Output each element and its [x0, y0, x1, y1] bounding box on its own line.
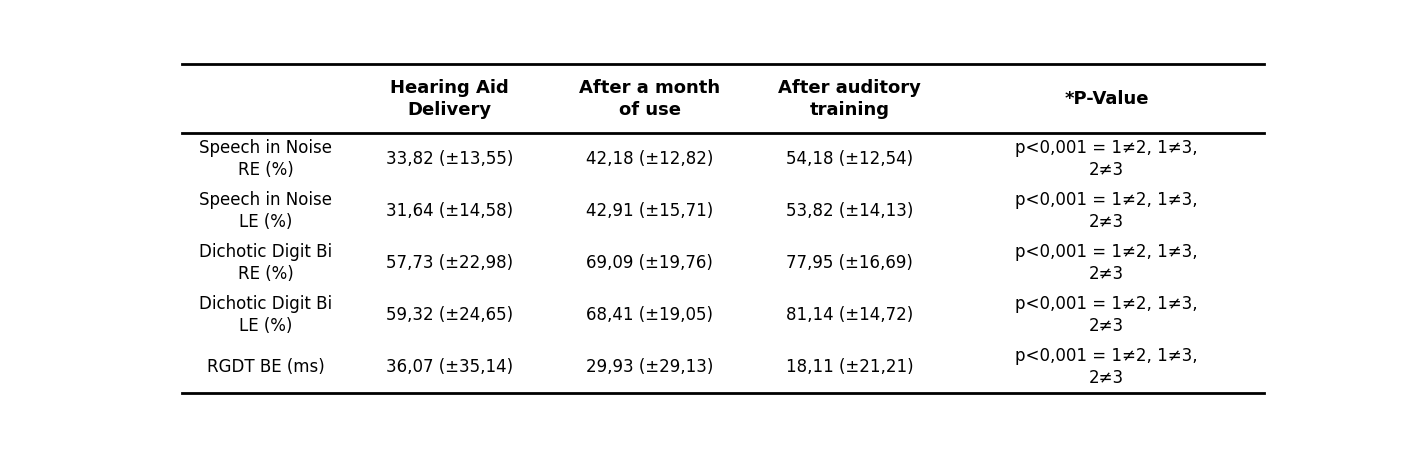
Text: 31,64 (±14,58): 31,64 (±14,58): [386, 202, 513, 220]
Text: 53,82 (±14,13): 53,82 (±14,13): [785, 202, 914, 220]
Text: 33,82 (±13,55): 33,82 (±13,55): [386, 150, 513, 168]
Text: p<0,001 = 1≠2, 1≠3,
2≠3: p<0,001 = 1≠2, 1≠3, 2≠3: [1015, 139, 1198, 180]
Text: Hearing Aid
Delivery: Hearing Aid Delivery: [391, 79, 509, 119]
Text: After auditory
training: After auditory training: [778, 79, 921, 119]
Text: 68,41 (±19,05): 68,41 (±19,05): [587, 306, 713, 324]
Text: RGDT BE (ms): RGDT BE (ms): [207, 358, 324, 376]
Text: *P-Value: *P-Value: [1065, 90, 1149, 108]
Text: p<0,001 = 1≠2, 1≠3,
2≠3: p<0,001 = 1≠2, 1≠3, 2≠3: [1015, 191, 1198, 231]
Text: 81,14 (±14,72): 81,14 (±14,72): [787, 306, 914, 324]
Text: 69,09 (±19,76): 69,09 (±19,76): [587, 254, 713, 272]
Text: Speech in Noise
LE (%): Speech in Noise LE (%): [199, 191, 331, 231]
Text: 18,11 (±21,21): 18,11 (±21,21): [785, 358, 914, 376]
Text: 77,95 (±16,69): 77,95 (±16,69): [787, 254, 914, 272]
Text: 57,73 (±22,98): 57,73 (±22,98): [386, 254, 513, 272]
Text: Speech in Noise
RE (%): Speech in Noise RE (%): [199, 139, 331, 180]
Text: p<0,001 = 1≠2, 1≠3,
2≠3: p<0,001 = 1≠2, 1≠3, 2≠3: [1015, 243, 1198, 283]
Text: 42,18 (±12,82): 42,18 (±12,82): [587, 150, 713, 168]
Text: 42,91 (±15,71): 42,91 (±15,71): [587, 202, 713, 220]
Text: 54,18 (±12,54): 54,18 (±12,54): [787, 150, 914, 168]
Text: 29,93 (±29,13): 29,93 (±29,13): [587, 358, 713, 376]
Text: Dichotic Digit Bi
LE (%): Dichotic Digit Bi LE (%): [199, 295, 333, 335]
Text: Dichotic Digit Bi
RE (%): Dichotic Digit Bi RE (%): [199, 243, 333, 283]
Text: p<0,001 = 1≠2, 1≠3,
2≠3: p<0,001 = 1≠2, 1≠3, 2≠3: [1015, 347, 1198, 387]
Text: After a month
of use: After a month of use: [580, 79, 721, 119]
Text: p<0,001 = 1≠2, 1≠3,
2≠3: p<0,001 = 1≠2, 1≠3, 2≠3: [1015, 295, 1198, 335]
Text: 36,07 (±35,14): 36,07 (±35,14): [386, 358, 513, 376]
Text: 59,32 (±24,65): 59,32 (±24,65): [386, 306, 513, 324]
